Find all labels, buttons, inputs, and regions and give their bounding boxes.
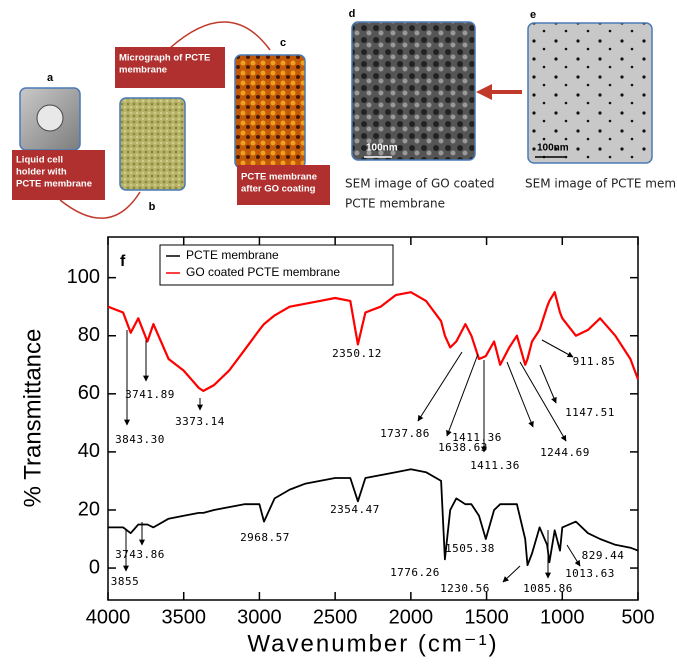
banner-text: Liquid cell: [16, 155, 63, 166]
annotation-arrow: [418, 352, 462, 421]
annotation-arrow: [447, 354, 478, 436]
x-tick-label: 3500: [161, 606, 206, 628]
annotation: 1013.63: [565, 567, 615, 580]
annotation: 1411.36: [452, 431, 502, 444]
image-c: [235, 55, 305, 168]
annotation: 3373.14: [175, 415, 225, 428]
legend-label: PCTE membrane: [186, 248, 279, 262]
x-tick-label: 1500: [464, 606, 509, 628]
annotation: 1505.38: [445, 542, 495, 555]
panel-label: e: [530, 9, 536, 21]
annotation: 3843.30: [115, 433, 165, 446]
panel-label: a: [47, 72, 54, 84]
image-detail: [37, 105, 63, 131]
annotation: 3855: [111, 575, 140, 588]
caption: SEM image of PCTE membrane: [525, 177, 677, 191]
annotation-arrow: [520, 362, 566, 441]
annotation-arrow: [540, 365, 556, 403]
annotation: 2350.12: [332, 347, 382, 360]
panel-label: c: [280, 37, 286, 49]
y-axis-label: % Transmittance: [19, 329, 46, 508]
legend-label: GO coated PCTE membrane: [186, 265, 340, 279]
annotation: 3743.86: [115, 548, 165, 561]
y-tick-label: 80: [78, 324, 100, 346]
annotation: 1776.26: [390, 566, 440, 579]
banner-text: after GO coating: [241, 184, 316, 195]
banner-text: PCTE membrane: [241, 172, 317, 183]
connector: [170, 22, 270, 50]
annotation: 911.85: [573, 355, 616, 368]
y-tick-label: 40: [78, 440, 100, 462]
annotation: 1230.56: [440, 582, 490, 595]
x-axis-label: Wavenumber (cm⁻¹): [247, 630, 498, 657]
annotation: 1244.69: [540, 446, 590, 459]
panel-label: b: [149, 201, 156, 213]
annotation: 3741.89: [125, 388, 175, 401]
y-tick-label: 60: [78, 382, 100, 404]
banner-text: Micrograph of PCTE: [119, 53, 210, 64]
banner-text: PCTE membrane: [16, 179, 92, 190]
annotation: 1085.86: [523, 582, 573, 595]
x-tick-label: 4000: [86, 606, 131, 628]
panel-label: f: [120, 253, 126, 270]
annotation: 2968.57: [240, 531, 290, 544]
x-tick-label: 2500: [313, 606, 358, 628]
figure: % Transmittance Wavenumber (cm⁻¹) f a b c d…: [0, 0, 677, 664]
x-tick-label: 500: [621, 606, 654, 628]
y-tick-label: 20: [78, 498, 100, 520]
y-tick-label: 100: [67, 266, 100, 288]
panel-label: d: [349, 8, 356, 20]
x-tick-label: 1000: [540, 606, 585, 628]
image-b: [120, 98, 185, 190]
annotation: 2354.47: [330, 503, 380, 516]
caption: SEM image of GO coated: [345, 177, 495, 191]
annotation-arrow: [503, 566, 520, 582]
annotation: 1147.51: [565, 406, 615, 419]
annotation-arrow: [542, 340, 573, 357]
annotation-arrow: [507, 362, 533, 427]
image-d: [352, 22, 475, 160]
annotation: 829.44: [582, 549, 625, 562]
annotation: 1411.36: [470, 459, 520, 472]
banner-text: holder with: [16, 167, 67, 178]
annotation-arrow: [567, 545, 580, 566]
series-line: [108, 469, 638, 565]
annotation: 1737.86: [380, 427, 430, 440]
scale-bar-label: 100nm: [537, 143, 569, 154]
scale-bar-label: 100nm: [366, 143, 398, 154]
y-tick-label: 0: [89, 556, 100, 578]
x-tick-label: 2000: [389, 606, 434, 628]
caption: PCTE membrane: [345, 197, 445, 211]
series-line: [108, 292, 638, 391]
x-tick-label: 3000: [237, 606, 282, 628]
banner-text: membrane: [119, 65, 167, 76]
